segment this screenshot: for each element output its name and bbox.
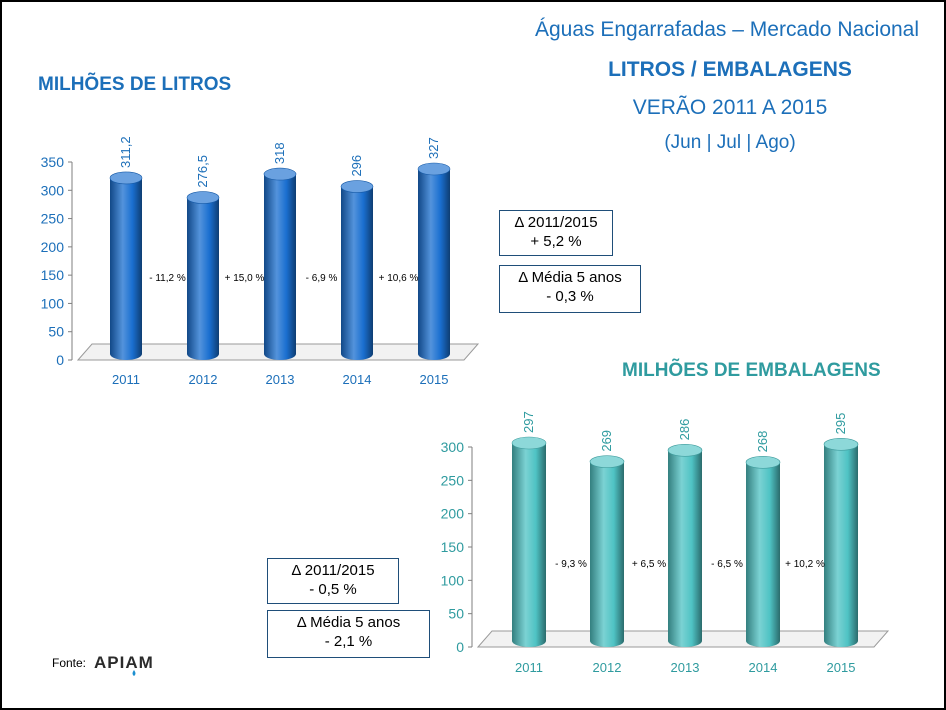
litros-delta-label: Δ 2011/2015 xyxy=(514,214,598,231)
bar-embalagens-2012 xyxy=(589,455,625,647)
y-tick-label: 350 xyxy=(41,154,65,170)
y-tick-label: 50 xyxy=(48,324,64,340)
y-tick-label: 150 xyxy=(41,267,65,283)
category-label-2011: 2011 xyxy=(112,372,140,387)
value-label-2011: 311,2 xyxy=(118,136,133,168)
bar-litros-2015 xyxy=(417,162,451,360)
water-drop-icon xyxy=(132,670,136,676)
period-label: VERÃO 2011 A 2015 xyxy=(632,96,828,119)
value-label-2013: 286 xyxy=(677,419,692,441)
main-title: Águas Engarrafadas – Mercado Nacional xyxy=(534,18,920,41)
y-tick-label: 0 xyxy=(56,352,64,368)
value-label-2013: 318 xyxy=(272,142,287,164)
change-label-1: - 9,3 % xyxy=(555,559,587,570)
y-tick-label: 250 xyxy=(41,211,65,227)
chart-title-embalagens: MILHÕES DE EMBALAGENS xyxy=(622,360,881,381)
y-tick-label: 0 xyxy=(456,639,464,655)
source-label: Fonte: xyxy=(52,656,87,670)
embalagens-average-box: Δ Média 5 anos - 2,1 % xyxy=(267,610,430,658)
category-label-2015: 2015 xyxy=(827,660,856,675)
y-tick-label: 250 xyxy=(441,472,465,488)
category-label-2012: 2012 xyxy=(593,660,622,675)
change-label-4: + 10,6 % xyxy=(379,273,419,284)
y-tick-label: 100 xyxy=(441,572,465,588)
bar-embalagens-2014 xyxy=(745,456,781,647)
bar-embalagens-2015 xyxy=(823,438,859,647)
bar-litros-2012 xyxy=(186,191,220,360)
value-label-2012: 269 xyxy=(599,430,614,452)
chart-title-litros: MILHÕES DE LITROS xyxy=(38,74,232,95)
embalagens-delta-box: Δ 2011/2015 - 0,5 % xyxy=(267,558,399,604)
value-label-2012: 276,5 xyxy=(195,155,210,188)
y-tick-label: 50 xyxy=(448,606,464,622)
bar-litros-2011 xyxy=(109,171,143,360)
y-tick-label: 300 xyxy=(441,439,465,455)
embalagens-average-label: Δ Média 5 anos xyxy=(296,614,401,631)
main-subtitle: LITROS / EMBALAGENS xyxy=(608,58,852,81)
value-label-2015: 327 xyxy=(426,137,441,159)
apiam-logo: APIAM xyxy=(94,653,154,676)
change-label-2: + 15,0 % xyxy=(225,273,265,284)
embalagens-delta-label: Δ 2011/2015 xyxy=(291,562,375,579)
bar-embalagens-2011 xyxy=(511,436,547,647)
embalagens-delta-value: - 0,5 % xyxy=(309,581,357,598)
bar-litros-2013 xyxy=(263,167,297,360)
value-label-2011: 297 xyxy=(521,411,536,433)
y-tick-label: 100 xyxy=(41,295,65,311)
apiam-logo-text: APIAM xyxy=(94,653,154,672)
litros-average-value: - 0,3 % xyxy=(546,288,594,305)
category-label-2012: 2012 xyxy=(189,372,218,387)
bar-embalagens-2013 xyxy=(667,444,703,647)
change-label-4: + 10,2 % xyxy=(785,559,825,570)
category-label-2014: 2014 xyxy=(749,660,778,675)
litros-average-label: Δ Média 5 anos xyxy=(518,269,622,286)
y-tick-label: 150 xyxy=(441,539,465,555)
bar-litros-2014 xyxy=(340,180,374,360)
months-label: (Jun | Jul | Ago) xyxy=(664,132,796,153)
category-label-2015: 2015 xyxy=(420,372,449,387)
y-tick-label: 200 xyxy=(41,239,65,255)
value-label-2015: 295 xyxy=(833,413,848,435)
change-label-3: - 6,9 % xyxy=(306,273,338,284)
category-label-2013: 2013 xyxy=(266,372,295,387)
change-label-3: - 6,5 % xyxy=(711,559,743,570)
change-label-1: - 11,2 % xyxy=(149,273,186,284)
value-label-2014: 268 xyxy=(755,431,770,453)
y-tick-label: 300 xyxy=(41,182,65,198)
embalagens-average-value: - 2,1 % xyxy=(324,633,373,650)
change-label-2: + 6,5 % xyxy=(632,559,666,570)
category-label-2014: 2014 xyxy=(343,372,372,387)
category-label-2013: 2013 xyxy=(671,660,700,675)
litros-average-box: Δ Média 5 anos - 0,3 % xyxy=(499,265,641,313)
category-label-2011: 2011 xyxy=(515,660,543,675)
litros-delta-box: Δ 2011/2015 + 5,2 % xyxy=(499,210,613,256)
value-label-2014: 296 xyxy=(349,155,364,177)
y-tick-label: 200 xyxy=(441,506,465,522)
litros-delta-value: + 5,2 % xyxy=(530,233,582,250)
